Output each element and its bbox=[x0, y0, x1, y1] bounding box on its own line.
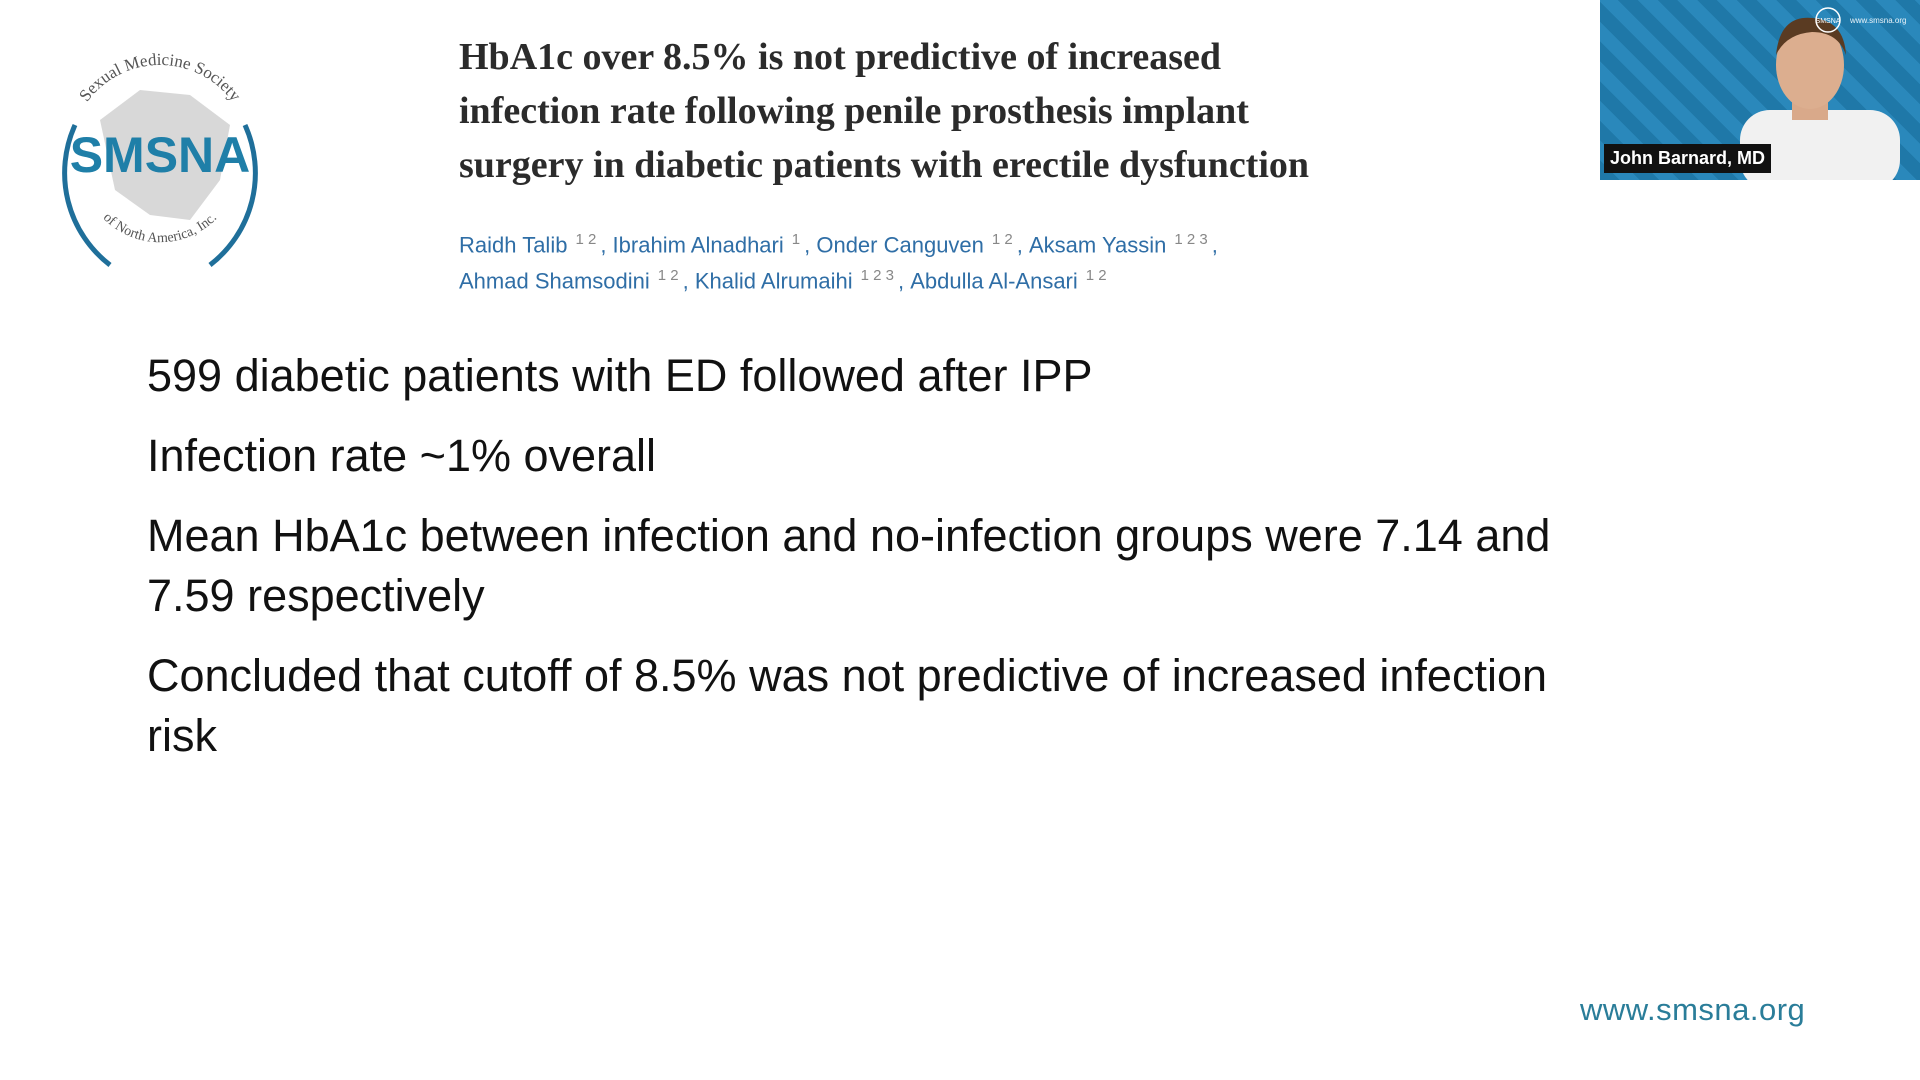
footer-url: www.smsna.org bbox=[1580, 992, 1806, 1027]
logo-acronym: SMSNA bbox=[70, 127, 251, 183]
map-silhouette bbox=[100, 90, 230, 220]
authors: Raidh Talib 1 2, Ibrahim Alnadhari 1, Onde… bbox=[459, 222, 1224, 294]
author-affiliations: 1 2 bbox=[991, 231, 1013, 248]
webcam: SMSNA www.smsna.org John Barnard, MD bbox=[1600, 0, 1920, 180]
arc bbox=[62, 123, 112, 267]
author-affiliations: 1 2 3 bbox=[1174, 231, 1208, 248]
author-affiliations: 1 bbox=[791, 231, 801, 248]
participant-name: John Barnard, MD bbox=[1604, 144, 1772, 173]
bullets: 599 diabetic patients with ED followed a… bbox=[147, 346, 1550, 786]
bullet-line: 7.59 respectively bbox=[147, 570, 485, 621]
bullet-line: Mean HbA1c between infection and no-infe… bbox=[147, 510, 1551, 561]
author-name: Onder Canguven bbox=[816, 232, 984, 258]
bullet: Infection rate ~1% overall bbox=[147, 426, 1550, 486]
author-name: Ahmad Shamsodini bbox=[459, 268, 650, 294]
logo: Sexual Medicine Society SMSNA of North A… bbox=[62, 50, 258, 267]
article-title: HbA1c over 8.5% is not predictive of inc… bbox=[459, 30, 1309, 192]
author-line: Ahmad Shamsodini 1 2, Khalid Alrumaihi 1 2… bbox=[459, 267, 1107, 294]
arc bbox=[208, 123, 258, 267]
author-affiliations: 1 2 3 bbox=[860, 267, 894, 284]
author-line: Raidh Talib 1 2, Ibrahim Alnadhari 1, Onde… bbox=[459, 231, 1224, 258]
author-name: Aksam Yassin bbox=[1029, 232, 1167, 258]
author-affiliations: 1 2 bbox=[657, 267, 679, 284]
author-affiliations: 1 2 bbox=[575, 231, 597, 248]
bullet-line: Infection rate ~1% overall bbox=[147, 430, 657, 481]
head bbox=[1776, 21, 1844, 109]
title-line: surgery in diabetic patients with erecti… bbox=[459, 144, 1310, 186]
shirt bbox=[1740, 110, 1900, 180]
author-name: Raidh Talib bbox=[459, 232, 568, 258]
author-affiliations: 1 2 bbox=[1085, 267, 1107, 284]
title-line: HbA1c over 8.5% is not predictive of inc… bbox=[459, 36, 1222, 78]
webcam-site: www.smsna.org bbox=[1849, 16, 1906, 25]
bullet-line: Concluded that cutoff of 8.5% was not pr… bbox=[147, 650, 1548, 701]
author-name: Abdulla Al-Ansari bbox=[910, 268, 1078, 294]
badge: SMSNA bbox=[1816, 18, 1841, 25]
webcam-video: SMSNA www.smsna.org bbox=[1740, 7, 1906, 180]
hair bbox=[1776, 17, 1846, 55]
bullet: Mean HbA1c between infection and no-infe… bbox=[147, 506, 1550, 626]
bullet: 599 diabetic patients with ED followed a… bbox=[147, 346, 1550, 406]
bullet-line: 599 diabetic patients with ED followed a… bbox=[147, 350, 1093, 401]
title-line: infection rate following penile prosthes… bbox=[459, 90, 1249, 132]
badge-circle bbox=[1815, 7, 1841, 33]
author-name: Ibrahim Alnadhari bbox=[612, 232, 784, 258]
bullet: Concluded that cutoff of 8.5% was not pr… bbox=[147, 646, 1550, 766]
bullet-line: risk bbox=[147, 710, 217, 761]
author-name: Khalid Alrumaihi bbox=[694, 268, 853, 294]
